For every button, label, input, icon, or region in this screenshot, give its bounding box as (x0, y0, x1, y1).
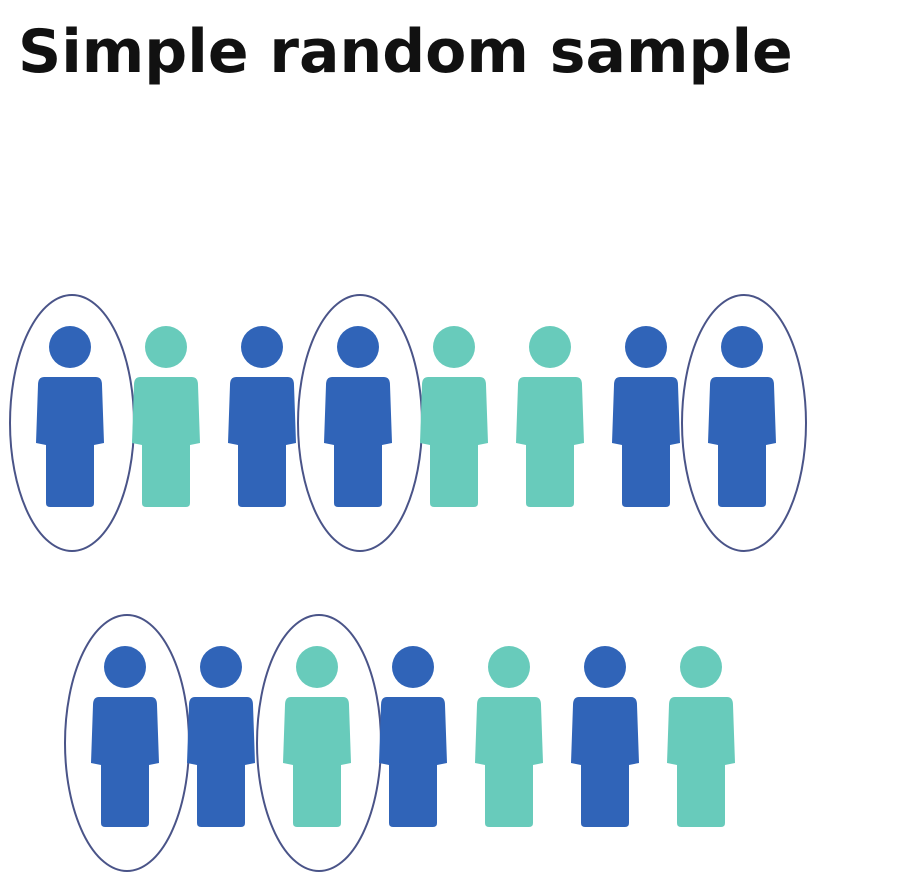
person-icon (379, 646, 447, 827)
person-icon (612, 326, 680, 507)
person-head (337, 326, 379, 368)
person-icon (283, 646, 351, 827)
person-body (187, 697, 255, 827)
person-icon (228, 326, 296, 507)
person-head (488, 646, 530, 688)
person-head (49, 326, 91, 368)
population-row-1 (9, 294, 807, 552)
person-head (433, 326, 475, 368)
person-head (296, 646, 338, 688)
person-head (680, 646, 722, 688)
person-head (529, 326, 571, 368)
person-icon (708, 326, 776, 507)
selection-circle (681, 294, 807, 552)
person-head (584, 646, 626, 688)
person-icon (324, 326, 392, 507)
person-body (516, 377, 584, 507)
person-icon (132, 326, 200, 507)
person-icon (36, 326, 104, 507)
person-body (132, 377, 200, 507)
person-icon (91, 646, 159, 827)
person-icon (571, 646, 639, 827)
person-body (571, 697, 639, 827)
diagram-title: Simple random sample (18, 17, 793, 87)
person-body (228, 377, 296, 507)
person-head (241, 326, 283, 368)
person-head (104, 646, 146, 688)
person-body (283, 697, 351, 827)
person-head (200, 646, 242, 688)
person-body (91, 697, 159, 827)
person-body (708, 377, 776, 507)
person-body (420, 377, 488, 507)
person-icon (475, 646, 543, 827)
person-head (392, 646, 434, 688)
person-body (612, 377, 680, 507)
person-icon (667, 646, 735, 827)
person-head (145, 326, 187, 368)
population-row-2 (64, 614, 735, 872)
person-head (721, 326, 763, 368)
person-icon (420, 326, 488, 507)
person-icon (187, 646, 255, 827)
person-body (475, 697, 543, 827)
person-body (324, 377, 392, 507)
person-body (667, 697, 735, 827)
person-body (36, 377, 104, 507)
person-icon (516, 326, 584, 507)
person-body (379, 697, 447, 827)
person-head (625, 326, 667, 368)
